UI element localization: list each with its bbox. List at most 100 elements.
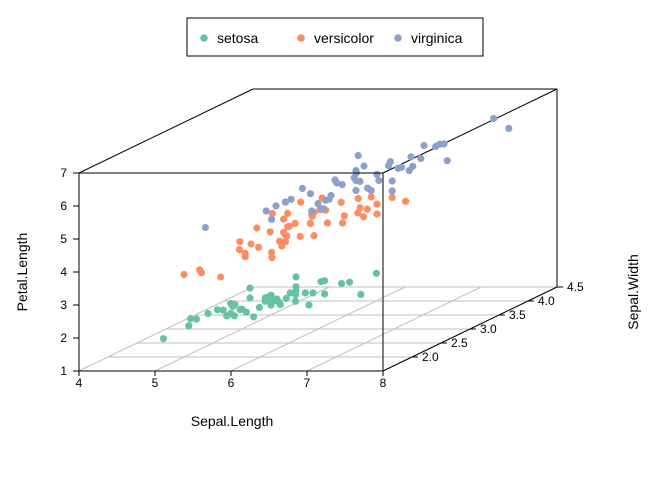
- data-point-versicolor: [235, 246, 243, 254]
- data-point-setosa: [246, 284, 254, 292]
- data-point-setosa: [219, 306, 227, 314]
- data-point-setosa: [269, 297, 277, 305]
- data-point-virginica: [417, 154, 425, 162]
- data-point-versicolor: [276, 237, 284, 245]
- data-point-setosa: [321, 277, 329, 285]
- z-tick-label: 4: [60, 265, 67, 279]
- data-point-setosa: [292, 291, 300, 299]
- z-tick-label: 5: [60, 232, 67, 246]
- data-point-setosa: [276, 301, 284, 309]
- data-point-virginica: [490, 114, 498, 123]
- data-point-versicolor: [373, 200, 381, 208]
- data-point-versicolor: [285, 222, 293, 230]
- data-point-virginica: [306, 190, 314, 198]
- legend-label-virginica: virginica: [411, 30, 463, 46]
- data-point-setosa: [292, 297, 300, 305]
- data-point-versicolor: [255, 243, 263, 251]
- data-point-setosa: [187, 315, 195, 323]
- data-point-virginica: [272, 202, 280, 210]
- data-point-setosa: [192, 315, 200, 323]
- x-tick-label: 4: [76, 376, 83, 390]
- data-point-setosa: [246, 294, 254, 302]
- data-point-setosa: [213, 306, 221, 314]
- data-point-setosa: [255, 303, 263, 311]
- legend-label-setosa: setosa: [217, 30, 258, 46]
- x-axis-title: Sepal.Length: [191, 413, 274, 429]
- data-point-setosa: [230, 312, 238, 320]
- data-point-versicolor: [253, 224, 261, 232]
- data-point-versicolor: [284, 209, 292, 218]
- y-tick-label: 2.5: [451, 336, 468, 350]
- y-tick-label: 2.0: [422, 350, 439, 364]
- data-point-versicolor: [217, 273, 225, 281]
- data-point-versicolor: [296, 232, 304, 240]
- y-tick-label: 4.0: [538, 294, 555, 308]
- legend-marker-virginica: [394, 34, 402, 42]
- data-point-virginica: [354, 152, 362, 160]
- data-point-virginica: [409, 162, 417, 170]
- legend-label-versicolor: versicolor: [314, 30, 374, 46]
- y-tick-label: 4.5: [567, 280, 584, 294]
- data-point-versicolor: [363, 205, 371, 213]
- data-point-virginica: [443, 157, 451, 165]
- data-point-setosa: [321, 290, 329, 298]
- data-point-setosa: [305, 301, 313, 309]
- data-point-setosa: [338, 279, 346, 288]
- data-point-virginica: [308, 207, 316, 215]
- data-point-versicolor: [367, 193, 375, 201]
- x-tick-label: 8: [380, 376, 387, 390]
- z-tick-label: 3: [60, 298, 67, 312]
- data-point-versicolor: [291, 219, 299, 227]
- data-point-versicolor: [268, 254, 276, 262]
- data-point-virginica: [420, 141, 428, 150]
- axis-ticks: 4 5 6 7 8 1 2 3 4 5 6 7 2.0 2.5 3.0 3.5 4.0 4.5: [60, 166, 584, 390]
- data-point-setosa: [346, 278, 354, 286]
- data-point-virginica: [281, 198, 289, 206]
- data-point-versicolor: [197, 269, 205, 277]
- data-point-virginica: [262, 207, 270, 215]
- data-point-versicolor: [323, 219, 331, 227]
- data-point-virginica: [367, 186, 375, 194]
- data-point-virginica: [287, 195, 295, 203]
- data-point-versicolor: [360, 213, 368, 221]
- data-point-virginica: [360, 162, 368, 170]
- z-tick-label: 7: [60, 166, 67, 180]
- data-point-versicolor: [354, 209, 362, 217]
- data-point-virginica: [319, 205, 327, 213]
- data-point-versicolor: [310, 232, 318, 240]
- data-point-versicolor: [388, 193, 396, 202]
- z-axis-title: Petal.Length: [14, 233, 30, 312]
- data-point-virginica: [398, 163, 406, 171]
- data-point-versicolor: [354, 194, 362, 203]
- data-point-setosa: [229, 302, 237, 310]
- data-point-versicolor: [268, 209, 276, 218]
- data-point-setosa: [309, 289, 317, 297]
- data-point-setosa: [282, 294, 290, 303]
- data-point-setosa: [292, 273, 300, 281]
- data-point-setosa: [159, 335, 167, 343]
- data-point-versicolor: [266, 228, 274, 236]
- data-point-versicolor: [280, 215, 288, 223]
- box-edge: [382, 88, 558, 174]
- data-point-setosa: [223, 312, 231, 320]
- data-point-virginica: [333, 179, 341, 187]
- data-point-virginica: [352, 176, 360, 185]
- y-axis-title: Sepal.Width: [625, 254, 641, 329]
- data-point-virginica: [352, 186, 360, 194]
- box-edge: [78, 88, 254, 174]
- data-point-setosa: [204, 309, 212, 318]
- data-point-virginica: [388, 187, 396, 195]
- data-point-setosa: [357, 290, 365, 298]
- data-point-setosa: [301, 289, 309, 297]
- data-point-versicolor: [373, 210, 381, 218]
- data-points: [159, 114, 513, 343]
- data-point-versicolor: [340, 212, 348, 220]
- x-tick-label: 6: [228, 376, 235, 390]
- z-tick-label: 6: [60, 199, 67, 213]
- data-point-versicolor: [339, 219, 347, 227]
- data-point-virginica: [407, 153, 415, 161]
- x-tick-label: 5: [152, 376, 159, 390]
- data-point-setosa: [238, 305, 246, 313]
- legend: setosa versicolor virginica: [186, 17, 484, 57]
- data-point-setosa: [292, 283, 300, 291]
